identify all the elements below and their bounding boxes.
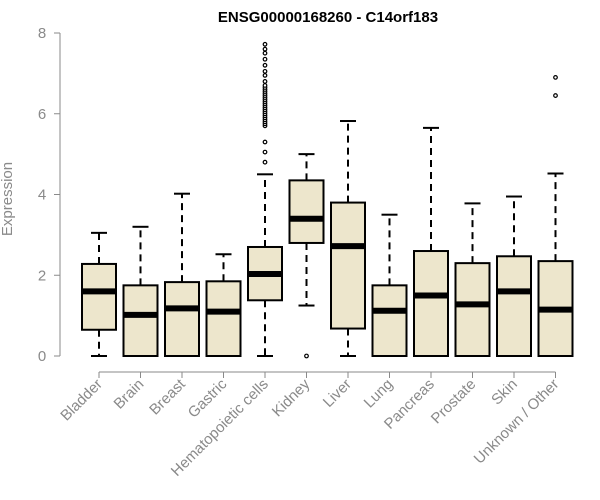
- chart-title: ENSG00000168260 - C14orf183: [218, 9, 438, 26]
- x-tick-label-10: Skin: [488, 376, 521, 409]
- outlier-4-27: [262, 62, 268, 68]
- y-tick-label-1: 2: [38, 267, 46, 284]
- outlier-4-24: [262, 79, 268, 84]
- outlier-4-1: [262, 149, 268, 155]
- x-tick-label-1: Brain: [111, 376, 148, 413]
- outlier-4-25: [262, 72, 268, 78]
- box-1: [122, 284, 159, 357]
- box-9: [454, 262, 491, 358]
- box-10: [496, 255, 532, 357]
- outlier-4-29: [262, 50, 268, 56]
- y-tick-label-0: 0: [38, 348, 46, 365]
- box-2: [164, 281, 200, 357]
- outlier-11-0: [553, 93, 558, 98]
- outlier-4-30: [262, 46, 268, 52]
- box-5: [288, 179, 325, 244]
- x-tick-label-2: Breast: [146, 375, 189, 418]
- x-tick-label-7: Lung: [361, 376, 397, 412]
- outlier-4-0: [262, 159, 268, 165]
- outlier-11-1: [553, 75, 558, 80]
- outlier-4-31: [262, 41, 268, 47]
- outlier-4-23: [262, 83, 268, 88]
- outlier-4-26: [262, 68, 268, 74]
- outlier-4-2: [262, 139, 268, 145]
- box-3: [205, 280, 242, 357]
- x-tick-label-5: Kidney: [269, 375, 314, 420]
- box-7: [371, 284, 408, 357]
- outlier-5-0: [304, 353, 309, 359]
- x-tick-label-0: Bladder: [57, 376, 106, 425]
- y-axis-label: Expression: [0, 162, 16, 236]
- y-tick-label-2: 4: [38, 187, 46, 204]
- box-6: [330, 201, 366, 330]
- outlier-4-28: [262, 56, 268, 62]
- x-tick-label-9: Prostate: [428, 376, 480, 428]
- box-0: [81, 262, 117, 331]
- x-tick-label-6: Liver: [320, 376, 355, 411]
- y-tick-label-4: 8: [38, 25, 46, 42]
- y-tick-label-3: 6: [38, 106, 46, 123]
- box-8: [413, 250, 449, 357]
